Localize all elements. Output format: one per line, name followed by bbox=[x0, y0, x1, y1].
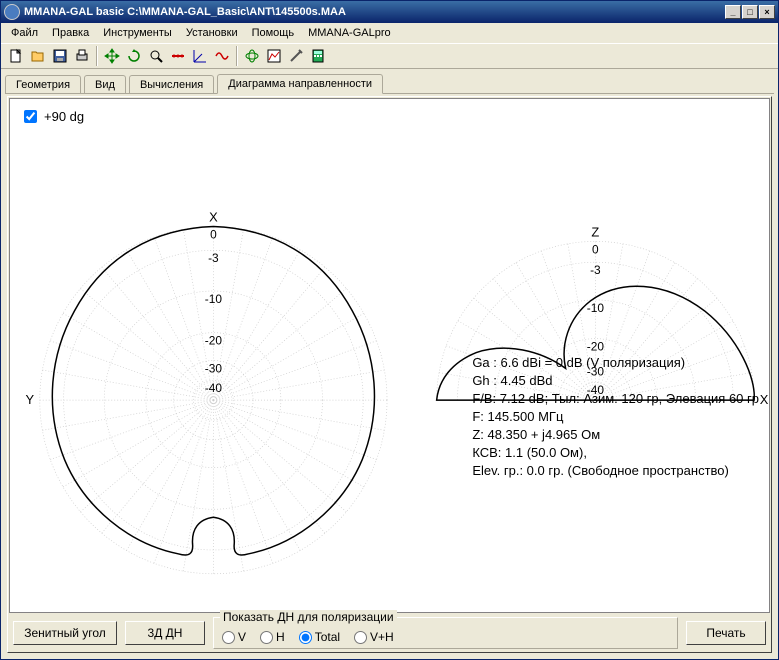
svg-text:-40: -40 bbox=[205, 381, 223, 395]
radio-vh[interactable] bbox=[354, 631, 367, 644]
app-icon bbox=[4, 4, 20, 20]
tb-zoom[interactable] bbox=[145, 45, 167, 67]
info-block: Ga : 6.6 dBi = 0 dB (V поляризация) Gh :… bbox=[472, 354, 759, 480]
menu-help[interactable]: Помощь bbox=[246, 25, 301, 41]
menu-tools[interactable]: Инструменты bbox=[97, 25, 178, 41]
svg-text:0: 0 bbox=[592, 242, 599, 256]
window-title: MMANA-GAL basic C:\MMANA-GAL_Basic\ANT\1… bbox=[24, 6, 725, 18]
info-z: Z: 48.350 + j4.965 Ом bbox=[472, 426, 759, 444]
menu-file[interactable]: Файл bbox=[5, 25, 44, 41]
svg-text:X: X bbox=[760, 392, 769, 407]
info-gh: Gh : 4.45 dBd bbox=[472, 372, 759, 390]
tb-tools[interactable] bbox=[285, 45, 307, 67]
svg-text:0: 0 bbox=[210, 227, 217, 241]
titlebar: MMANA-GAL basic C:\MMANA-GAL_Basic\ANT\1… bbox=[1, 1, 778, 23]
svg-text:-10: -10 bbox=[205, 292, 223, 306]
bottom-bar: Зенитный угол 3Д ДН Показать ДН для поля… bbox=[13, 617, 766, 649]
svg-text:-20: -20 bbox=[587, 340, 605, 354]
tb-save[interactable] bbox=[49, 45, 71, 67]
tb-axes[interactable] bbox=[189, 45, 211, 67]
tb-calc[interactable] bbox=[307, 45, 329, 67]
info-swr: КСВ: 1.1 (50.0 Ом), bbox=[472, 444, 759, 462]
svg-text:-10: -10 bbox=[587, 301, 605, 315]
tb-rotate[interactable] bbox=[123, 45, 145, 67]
info-fb: F/B: 7.12 dB; Тыл: Азим. 120 гр, Элеваци… bbox=[472, 390, 759, 408]
tb-print[interactable] bbox=[71, 45, 93, 67]
svg-text:X: X bbox=[209, 210, 218, 225]
radio-total[interactable] bbox=[299, 631, 312, 644]
tab-calc[interactable]: Вычисления bbox=[129, 75, 214, 94]
svg-text:Z: Z bbox=[591, 224, 599, 239]
toolbar bbox=[1, 43, 778, 69]
svg-text:-30: -30 bbox=[205, 361, 223, 375]
radio-total-wrap: Total bbox=[299, 630, 340, 644]
tab-pattern[interactable]: Диаграмма направленности bbox=[217, 74, 383, 94]
polarization-group: Показать ДН для поляризации V H Total V+… bbox=[213, 617, 678, 649]
info-elev: Elev. гр.: 0.0 гр. (Свободное пространст… bbox=[472, 462, 759, 480]
tabstrip: Геометрия Вид Вычисления Диаграмма напра… bbox=[1, 69, 778, 93]
minimize-button[interactable]: _ bbox=[725, 5, 741, 19]
menu-pro[interactable]: MMANA-GALpro bbox=[302, 25, 397, 41]
tb-open[interactable] bbox=[27, 45, 49, 67]
info-ga: Ga : 6.6 dBi = 0 dB (V поляризация) bbox=[472, 354, 759, 372]
tb-move[interactable] bbox=[101, 45, 123, 67]
tb-segments[interactable] bbox=[167, 45, 189, 67]
tb-current[interactable] bbox=[211, 45, 233, 67]
tb-pattern3d[interactable] bbox=[241, 45, 263, 67]
app-window: MMANA-GAL basic C:\MMANA-GAL_Basic\ANT\1… bbox=[0, 0, 779, 660]
btn-3d[interactable]: 3Д ДН bbox=[125, 621, 205, 645]
svg-text:Y: Y bbox=[26, 392, 35, 407]
tab-geometry[interactable]: Геометрия bbox=[5, 75, 81, 94]
btn-zenith[interactable]: Зенитный угол bbox=[13, 621, 117, 645]
radio-v[interactable] bbox=[222, 631, 235, 644]
polarization-group-title: Показать ДН для поляризации bbox=[220, 610, 397, 624]
radio-v-wrap: V bbox=[222, 630, 246, 644]
menubar: Файл Правка Инструменты Установки Помощь… bbox=[1, 23, 778, 43]
svg-text:-3: -3 bbox=[208, 251, 219, 265]
radio-vh-wrap: V+H bbox=[354, 630, 394, 644]
maximize-button[interactable]: □ bbox=[742, 5, 758, 19]
tb-graph[interactable] bbox=[263, 45, 285, 67]
radio-h[interactable] bbox=[260, 631, 273, 644]
content-panel: +90 dg 0-3-10-20-30-40XY0-3-10-20-30-40Z… bbox=[5, 93, 774, 655]
svg-text:-3: -3 bbox=[590, 263, 601, 277]
btn-print[interactable]: Печать bbox=[686, 621, 766, 645]
menu-settings[interactable]: Установки bbox=[180, 25, 244, 41]
info-f: F: 145.500 МГц bbox=[472, 408, 759, 426]
tab-view[interactable]: Вид bbox=[84, 75, 126, 94]
tb-new[interactable] bbox=[5, 45, 27, 67]
svg-text:-20: -20 bbox=[205, 334, 223, 348]
menu-edit[interactable]: Правка bbox=[46, 25, 95, 41]
radio-h-wrap: H bbox=[260, 630, 285, 644]
chart-area: +90 dg 0-3-10-20-30-40XY0-3-10-20-30-40Z… bbox=[9, 98, 770, 613]
close-button[interactable]: × bbox=[759, 5, 775, 19]
